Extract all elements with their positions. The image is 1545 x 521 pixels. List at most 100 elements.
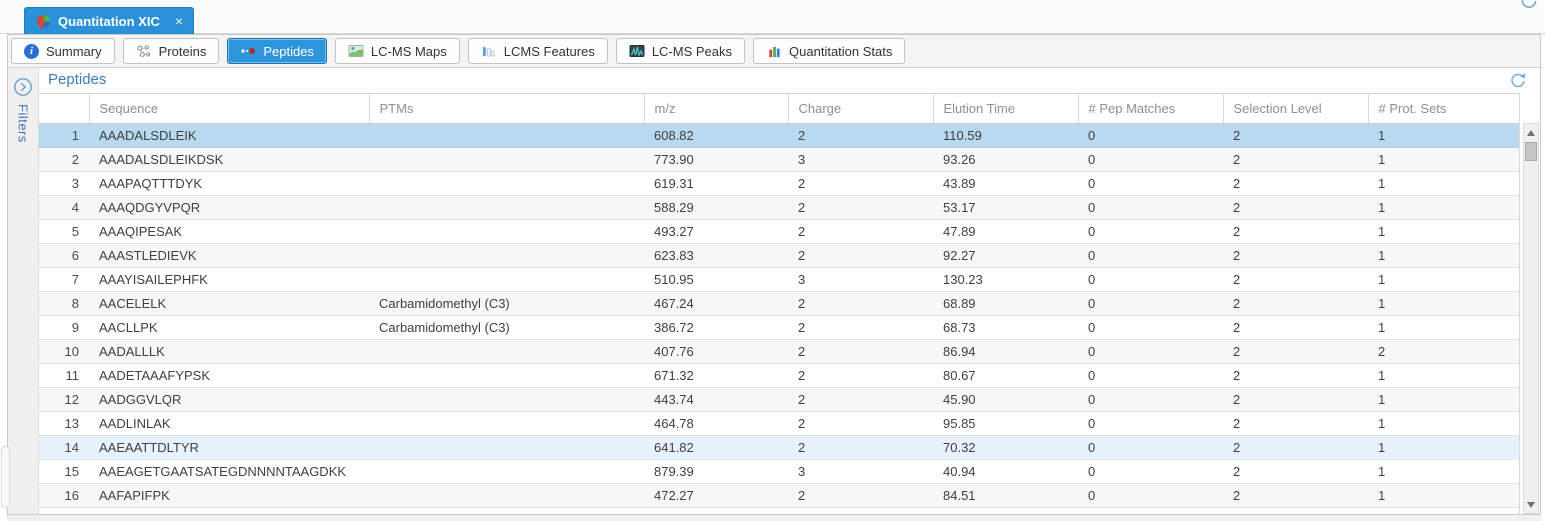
cell-num: 8 <box>39 291 89 316</box>
cell-mz: 386.72 <box>644 315 788 340</box>
cell-mz: 619.31 <box>644 171 788 196</box>
cell-num: 4 <box>39 195 89 220</box>
table-row[interactable]: 5 AAAQIPESAK 493.27 2 47.89 0 2 1 <box>39 219 1519 244</box>
cell-mz: 493.27 <box>644 219 788 244</box>
cell-charge: 2 <box>788 123 933 148</box>
col-header-rownum[interactable] <box>39 94 90 124</box>
col-header-elution-time[interactable]: Elution Time <box>933 94 1079 124</box>
cell-elution_time: 43.89 <box>933 171 1078 196</box>
cell-num: 1 <box>39 123 89 148</box>
cell-charge: 2 <box>788 219 933 244</box>
table-row[interactable]: 13 AADLINLAK 464.78 2 95.85 0 2 1 <box>39 411 1519 436</box>
table-row[interactable]: 14 AAEAATTDLTYR 641.82 2 70.32 0 2 1 <box>39 435 1519 460</box>
cell-elution_time: 45.90 <box>933 387 1078 412</box>
cell-elution_time: 68.89 <box>933 291 1078 316</box>
scroll-down-icon[interactable] <box>1524 497 1538 512</box>
cell-pep_matches: 0 <box>1078 123 1223 148</box>
cell-num: 15 <box>39 459 89 484</box>
table-row[interactable]: 4 AAAQDGYVPQR 588.29 2 53.17 0 2 1 <box>39 195 1519 220</box>
scroll-up-icon[interactable] <box>1524 125 1538 140</box>
cell-mz: 641.82 <box>644 435 788 460</box>
cell-elution_time: 95.85 <box>933 411 1078 436</box>
peptides-button[interactable]: Peptides <box>227 38 327 64</box>
table-row[interactable]: 6 AAASTLEDIEVK 623.83 2 92.27 0 2 1 <box>39 243 1519 268</box>
close-icon[interactable]: × <box>174 13 184 29</box>
table-row[interactable]: 9 AACLLPK Carbamidomethyl (C3) 386.72 2 68.73… <box>39 315 1519 340</box>
tab-quantitation-xic[interactable]: Quantitation XIC × <box>24 7 195 34</box>
cell-charge: 2 <box>788 243 933 268</box>
cell-prot_sets: 1 <box>1368 435 1519 460</box>
col-header-selection-level[interactable]: Selection Level <box>1223 94 1369 124</box>
cell-num: 11 <box>39 363 89 388</box>
cell-mz: 510.95 <box>644 267 788 292</box>
cell-charge: 3 <box>788 267 933 292</box>
cell-selection_level: 2 <box>1223 195 1368 220</box>
cell-charge: 2 <box>788 315 933 340</box>
table-row[interactable]: 7 AAAYISAILEPHFK 510.95 3 130.23 0 2 1 <box>39 267 1519 292</box>
pie-chart-icon <box>35 13 51 29</box>
cell-elution_time: 47.89 <box>933 219 1078 244</box>
cell-num: 6 <box>39 243 89 268</box>
cell-charge: 3 <box>788 459 933 484</box>
cell-mz: 467.24 <box>644 291 788 316</box>
cell-ptms <box>369 243 644 268</box>
cell-ptms <box>369 219 644 244</box>
refresh-icon[interactable] <box>1508 70 1528 90</box>
window-bottom-edge <box>7 515 1541 521</box>
splitter-handle[interactable] <box>1 446 10 508</box>
table-row[interactable]: 2 AAADALSDLEIKDSK 773.90 3 93.26 0 2 1 <box>39 147 1519 172</box>
table-row[interactable]: 10 AADALLLK 407.76 2 86.94 0 2 2 <box>39 339 1519 364</box>
cell-selection_level: 2 <box>1223 339 1368 364</box>
view-toolbar: i Summary Proteins <box>8 35 1540 68</box>
col-header-sequence[interactable]: Sequence <box>89 94 370 124</box>
cell-ptms <box>369 435 644 460</box>
proteins-button[interactable]: Proteins <box>122 38 220 64</box>
table-row[interactable]: 1 AAADALSDLEIK 608.82 2 110.59 0 2 1 <box>39 123 1519 148</box>
col-header-prot-sets[interactable]: # Prot. Sets <box>1368 94 1519 124</box>
lcms-features-button[interactable]: LCMS Features <box>467 38 608 64</box>
filters-label[interactable]: Filters <box>15 104 31 143</box>
vertical-scrollbar[interactable] <box>1523 123 1539 514</box>
cell-selection_level: 2 <box>1223 483 1368 508</box>
col-header-ptms[interactable]: PTMs <box>369 94 645 124</box>
col-header-pep-matches[interactable]: # Pep Matches <box>1078 94 1224 124</box>
cell-sequence: AACELELK <box>89 291 369 316</box>
cell-sequence: AAEAATTDLTYR <box>89 435 369 460</box>
lcms-peaks-button[interactable]: LC-MS Peaks <box>615 38 746 64</box>
cell-num: 14 <box>39 435 89 460</box>
cell-prot_sets: 1 <box>1368 123 1519 148</box>
cell-elution_time: 93.26 <box>933 147 1078 172</box>
cell-selection_level: 2 <box>1223 147 1368 172</box>
cell-pep_matches: 0 <box>1078 267 1223 292</box>
cell-pep_matches: 0 <box>1078 411 1223 436</box>
table-row[interactable]: 11 AADETAAAFYPSK 671.32 2 80.67 0 2 1 <box>39 363 1519 388</box>
cell-ptms <box>369 339 644 364</box>
cell-pep_matches: 0 <box>1078 483 1223 508</box>
refresh-icon-top[interactable] <box>1518 0 1540 11</box>
quantitation-stats-button[interactable]: Quantitation Stats <box>753 38 906 64</box>
lcms-maps-button[interactable]: LC-MS Maps <box>334 38 460 64</box>
cell-ptms <box>369 267 644 292</box>
cell-num: 13 <box>39 411 89 436</box>
cell-selection_level: 2 <box>1223 171 1368 196</box>
table-row[interactable]: 8 AACELELK Carbamidomethyl (C3) 467.24 2 68.8… <box>39 291 1519 316</box>
table-row[interactable]: 15 AAEAGETGAATSATEGDNNNNTAAGDKK 879.39 3 40.… <box>39 459 1519 484</box>
cell-mz: 472.27 <box>644 483 788 508</box>
table-row[interactable]: 3 AAAPAQTTTDYK 619.31 2 43.89 0 2 1 <box>39 171 1519 196</box>
cell-mz: 879.39 <box>644 459 788 484</box>
cell-charge: 2 <box>788 291 933 316</box>
col-header-mz[interactable]: m/z <box>644 94 789 124</box>
scrollbar-thumb[interactable] <box>1525 142 1537 161</box>
info-icon: i <box>24 43 39 59</box>
cell-elution_time: 53.17 <box>933 195 1078 220</box>
page-title: Peptides <box>48 71 107 88</box>
cell-prot_sets: 1 <box>1368 459 1519 484</box>
table-row[interactable]: 16 AAFAPIFPK 472.27 2 84.51 0 2 1 <box>39 483 1519 508</box>
cell-pep_matches: 0 <box>1078 459 1223 484</box>
summary-button[interactable]: i Summary <box>11 38 115 64</box>
expand-circle-icon[interactable] <box>13 77 33 97</box>
table-row[interactable]: 12 AADGGVLQR 443.74 2 45.90 0 2 1 <box>39 387 1519 412</box>
cell-prot_sets: 1 <box>1368 267 1519 292</box>
col-header-charge[interactable]: Charge <box>788 94 934 124</box>
peptides-button-label: Peptides <box>263 43 314 59</box>
